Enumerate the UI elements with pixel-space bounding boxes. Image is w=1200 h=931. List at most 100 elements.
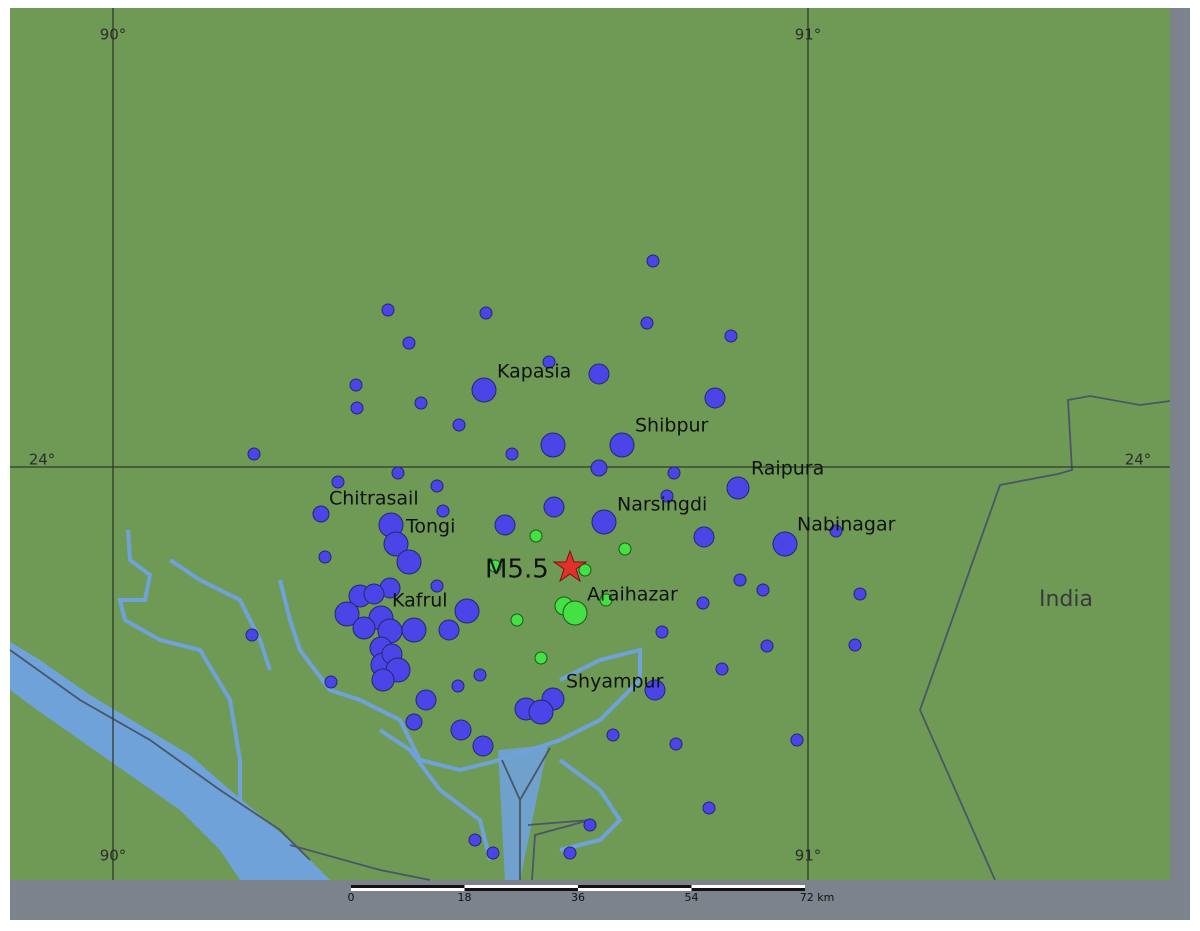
event-marker (542, 355, 556, 369)
event-marker (829, 524, 843, 538)
event-marker (760, 639, 774, 653)
event-marker (452, 418, 466, 432)
scale-segment (351, 888, 465, 891)
event-marker (588, 363, 610, 385)
epicenter-star (552, 549, 588, 583)
scale-label: 36 (571, 891, 585, 904)
place-label: Kafrul (392, 590, 448, 612)
aftershock-marker (562, 600, 588, 626)
country-label: India (1039, 587, 1093, 612)
scale-segment (691, 888, 805, 891)
place-label: Shyampur (566, 671, 664, 693)
land (10, 8, 1170, 880)
event-marker (724, 329, 738, 343)
place-label: Nabinagar (797, 514, 896, 536)
event-marker (563, 846, 577, 860)
scale-label: 0 (348, 891, 355, 904)
event-marker (430, 479, 444, 493)
event-marker (733, 573, 747, 587)
event-marker (609, 432, 635, 458)
event-marker (726, 476, 750, 500)
grid-label: 91° (795, 847, 822, 865)
event-marker (415, 689, 437, 711)
events (245, 254, 867, 860)
event-marker (715, 662, 729, 676)
aftershock-marker (618, 542, 632, 556)
event-marker (479, 306, 493, 320)
event-marker (667, 466, 681, 480)
event-marker (436, 504, 450, 518)
event-marker (396, 549, 422, 575)
event-marker (640, 316, 654, 330)
grid-label: 91° (795, 26, 822, 44)
event-marker (350, 401, 364, 415)
event-marker (486, 846, 500, 860)
event-marker (318, 550, 332, 564)
event-marker (405, 713, 423, 731)
event-marker (247, 447, 261, 461)
event-marker (245, 628, 259, 642)
grid-label: 90° (100, 847, 127, 865)
graticule: 90° 91° 90° 91° 24° 24° (10, 8, 1170, 880)
event-marker (505, 447, 519, 461)
event-marker (468, 833, 482, 847)
aftershock-marker (599, 593, 613, 607)
scale-bar: 0 18 36 54 72 km (348, 885, 834, 904)
event-marker (540, 432, 566, 458)
event-marker (704, 387, 726, 409)
event-marker (655, 625, 669, 639)
scale-segment (351, 885, 465, 888)
scale-segment (578, 888, 692, 891)
event-marker (402, 336, 416, 350)
event-marker (381, 303, 395, 317)
event-marker (494, 514, 516, 536)
event-marker (451, 679, 465, 693)
event-marker (644, 679, 666, 701)
scale-segment (464, 888, 578, 891)
grid-label: 24° (29, 451, 56, 469)
aftershock-marker (578, 563, 592, 577)
event-marker (349, 378, 363, 392)
event-marker (853, 587, 867, 601)
place-label: Shibpur (635, 415, 709, 437)
place-label: Tongi (405, 516, 455, 538)
event-marker (414, 396, 428, 410)
event-marker (312, 505, 330, 523)
borders (9, 395, 1171, 881)
event-marker (646, 254, 660, 268)
event-marker (473, 668, 487, 682)
event-marker (363, 583, 385, 605)
event-marker (391, 466, 405, 480)
epicenter-label: M5.5 (485, 555, 549, 585)
event-marker (590, 459, 608, 477)
scale-segment (464, 885, 578, 888)
event-marker (669, 737, 683, 751)
event-marker (401, 617, 427, 643)
place-label: Kapasia (497, 361, 571, 383)
grid-label: 24° (1125, 451, 1152, 469)
event-marker (471, 377, 497, 403)
place-label: Chitrasail (329, 488, 419, 510)
event-marker (331, 475, 345, 489)
event-marker (528, 699, 554, 725)
scale-segment (578, 885, 692, 888)
event-marker (696, 596, 710, 610)
event-marker (583, 818, 597, 832)
place-labels: M5.5 India Kapasia Shibpur Raipura Chitrasa… (329, 361, 1093, 693)
event-marker (334, 601, 360, 627)
event-marker (450, 719, 472, 741)
scale-label: 54 (685, 891, 699, 904)
place-label: Raipura (751, 458, 824, 480)
event-marker (693, 526, 715, 548)
event-marker (454, 598, 480, 624)
event-marker (352, 616, 376, 640)
water-channels (117, 529, 642, 861)
event-marker (660, 489, 674, 503)
event-marker (371, 668, 395, 692)
event-marker (772, 531, 798, 557)
scale-label: 18 (458, 891, 472, 904)
event-marker (438, 619, 460, 641)
aftershock-marker (534, 651, 548, 665)
event-marker (591, 509, 617, 535)
